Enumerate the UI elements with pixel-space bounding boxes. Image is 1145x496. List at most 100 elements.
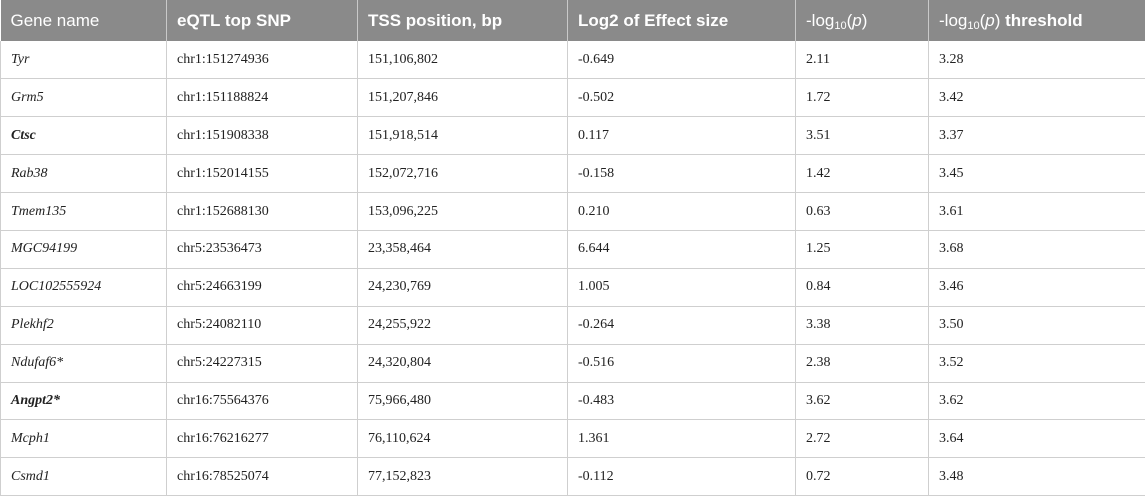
cell-tss-position: 76,110,624 xyxy=(357,419,568,459)
cell-neg-log-p: 1.25 xyxy=(795,230,929,269)
cell-log2-effect-size: -0.502 xyxy=(567,78,796,118)
cell-gene-name: Grm5 xyxy=(0,78,167,118)
table-row: Csmd1 chr16:78525074 77,152,823 -0.112 0.72 3… xyxy=(0,457,1145,496)
cell-eqtl-top-snp: chr16:76216277 xyxy=(166,419,358,459)
cell-log2-effect-size: -0.112 xyxy=(567,457,796,496)
table-row: Angpt2* chr16:75564376 75,966,480 -0.483 3.6… xyxy=(0,382,1145,421)
cell-neg-log-p-threshold: 3.48 xyxy=(928,457,1145,496)
cell-eqtl-top-snp: chr5:24663199 xyxy=(166,268,358,307)
cell-eqtl-top-snp: chr1:151188824 xyxy=(166,78,358,118)
cell-gene-name: Angpt2* xyxy=(0,382,167,421)
header-eqtl-top-snp: eQTL top SNP xyxy=(166,0,358,41)
cell-gene-name: Plekhf2 xyxy=(0,306,167,345)
cell-log2-effect-size: -0.649 xyxy=(567,41,796,80)
header-neg-log-p-threshold: -log10(p) threshold xyxy=(928,0,1145,41)
table-row: Ctsc chr1:151908338 151,918,514 0.117 3.51 3.… xyxy=(0,116,1145,156)
cell-neg-log-p-threshold: 3.42 xyxy=(928,78,1145,118)
cell-tss-position: 24,255,922 xyxy=(357,306,568,345)
cell-neg-log-p-threshold: 3.28 xyxy=(928,41,1145,80)
cell-log2-effect-size: -0.516 xyxy=(567,344,796,383)
cell-eqtl-top-snp: chr16:78525074 xyxy=(166,457,358,496)
cell-neg-log-p: 3.62 xyxy=(795,382,929,421)
cell-gene-name: Mcph1 xyxy=(0,419,167,459)
cell-eqtl-top-snp: chr16:75564376 xyxy=(166,382,358,421)
cell-neg-log-p: 0.72 xyxy=(795,457,929,496)
cell-eqtl-top-snp: chr5:24227315 xyxy=(166,344,358,383)
cell-neg-log-p-threshold: 3.37 xyxy=(928,116,1145,156)
cell-log2-effect-size: -0.483 xyxy=(567,382,796,421)
cell-eqtl-top-snp: chr1:151908338 xyxy=(166,116,358,156)
cell-log2-effect-size: 1.005 xyxy=(567,268,796,307)
cell-neg-log-p-threshold: 3.50 xyxy=(928,306,1145,345)
cell-tss-position: 151,918,514 xyxy=(357,116,568,156)
header-threshold-subscript: 10 xyxy=(967,19,980,32)
cell-neg-log-p-threshold: 3.68 xyxy=(928,230,1145,269)
cell-log2-effect-size: -0.264 xyxy=(567,306,796,345)
cell-gene-name: LOC102555924 xyxy=(0,268,167,307)
cell-gene-name: Rab38 xyxy=(0,154,167,194)
cell-neg-log-p-threshold: 3.52 xyxy=(928,344,1145,383)
table-row: Plekhf2 chr5:24082110 24,255,922 -0.264 3.38… xyxy=(0,306,1145,345)
cell-neg-log-p-threshold: 3.45 xyxy=(928,154,1145,194)
cell-log2-effect-size: 0.210 xyxy=(567,192,796,231)
cell-gene-name: Tyr xyxy=(0,41,167,80)
cell-gene-name: Tmem135 xyxy=(0,192,167,231)
header-threshold-prefix: -log xyxy=(939,10,968,30)
cell-eqtl-top-snp: chr1:151274936 xyxy=(166,41,358,80)
cell-neg-log-p: 2.72 xyxy=(795,419,929,459)
header-threshold-var: p xyxy=(985,10,995,30)
cell-tss-position: 77,152,823 xyxy=(357,457,568,496)
cell-tss-position: 151,106,802 xyxy=(357,41,568,80)
table-row: Tyr chr1:151274936 151,106,802 -0.649 2.11 3.… xyxy=(0,41,1145,80)
cell-eqtl-top-snp: chr1:152014155 xyxy=(166,154,358,194)
cell-neg-log-p: 2.38 xyxy=(795,344,929,383)
table-row: Grm5 chr1:151188824 151,207,846 -0.502 1.72 3… xyxy=(0,78,1145,118)
header-log2-effect-size: Log2 of Effect size xyxy=(567,0,796,41)
header-neg-log-p-subscript: 10 xyxy=(834,19,847,32)
header-tss-position: TSS position, bp xyxy=(357,0,568,41)
cell-gene-name: Csmd1 xyxy=(0,457,167,496)
cell-neg-log-p: 3.38 xyxy=(795,306,929,345)
cell-gene-name: Ctsc xyxy=(0,116,167,156)
cell-neg-log-p-threshold: 3.61 xyxy=(928,192,1145,231)
cell-tss-position: 152,072,716 xyxy=(357,154,568,194)
cell-neg-log-p: 0.63 xyxy=(795,192,929,231)
header-neg-log-p-var: p xyxy=(852,10,862,30)
table-row: Tmem135 chr1:152688130 153,096,225 0.210 0.6… xyxy=(0,192,1145,231)
cell-eqtl-top-snp: chr1:152688130 xyxy=(166,192,358,231)
table-body: Tyr chr1:151274936 151,106,802 -0.649 2.11 3.… xyxy=(0,41,1145,496)
cell-log2-effect-size: 0.117 xyxy=(567,116,796,156)
cell-tss-position: 23,358,464 xyxy=(357,230,568,269)
cell-log2-effect-size: 1.361 xyxy=(567,419,796,459)
cell-neg-log-p: 2.11 xyxy=(795,41,929,80)
cell-eqtl-top-snp: chr5:24082110 xyxy=(166,306,358,345)
cell-eqtl-top-snp: chr5:23536473 xyxy=(166,230,358,269)
table-row: MGC94199 chr5:23536473 23,358,464 6.644 1.25… xyxy=(0,230,1145,269)
cell-neg-log-p: 3.51 xyxy=(795,116,929,156)
cell-neg-log-p-threshold: 3.46 xyxy=(928,268,1145,307)
cell-tss-position: 75,966,480 xyxy=(357,382,568,421)
header-gene-name: Gene name xyxy=(10,10,100,30)
cell-gene-name: MGC94199 xyxy=(0,230,167,269)
cell-log2-effect-size: -0.158 xyxy=(567,154,796,194)
cell-gene-name: Ndufaf6* xyxy=(0,344,167,383)
cell-tss-position: 151,207,846 xyxy=(357,78,568,118)
cell-neg-log-p: 0.84 xyxy=(795,268,929,307)
cell-log2-effect-size: 6.644 xyxy=(567,230,796,269)
cell-neg-log-p-threshold: 3.62 xyxy=(928,382,1145,421)
header-threshold-word: threshold xyxy=(1005,10,1083,30)
header-neg-log-p: -log10(p) xyxy=(795,0,929,41)
table-row: Mcph1 chr16:76216277 76,110,624 1.361 2.72 3.… xyxy=(0,419,1145,459)
cell-tss-position: 153,096,225 xyxy=(357,192,568,231)
cell-neg-log-p-threshold: 3.64 xyxy=(928,419,1145,459)
cell-neg-log-p: 1.42 xyxy=(795,154,929,194)
header-row: Gene name eQTL top SNP TSS position, bp … xyxy=(0,0,1145,41)
table-row: Rab38 chr1:152014155 152,072,716 -0.158 1.42… xyxy=(0,154,1145,194)
cell-neg-log-p: 1.72 xyxy=(795,78,929,118)
table-row: LOC102555924 chr5:24663199 24,230,769 1.005… xyxy=(0,268,1145,307)
cell-tss-position: 24,320,804 xyxy=(357,344,568,383)
header-neg-log-p-prefix: -log xyxy=(806,10,835,30)
cell-tss-position: 24,230,769 xyxy=(357,268,568,307)
table-row: Ndufaf6* chr5:24227315 24,320,804 -0.516 2.3… xyxy=(0,344,1145,383)
